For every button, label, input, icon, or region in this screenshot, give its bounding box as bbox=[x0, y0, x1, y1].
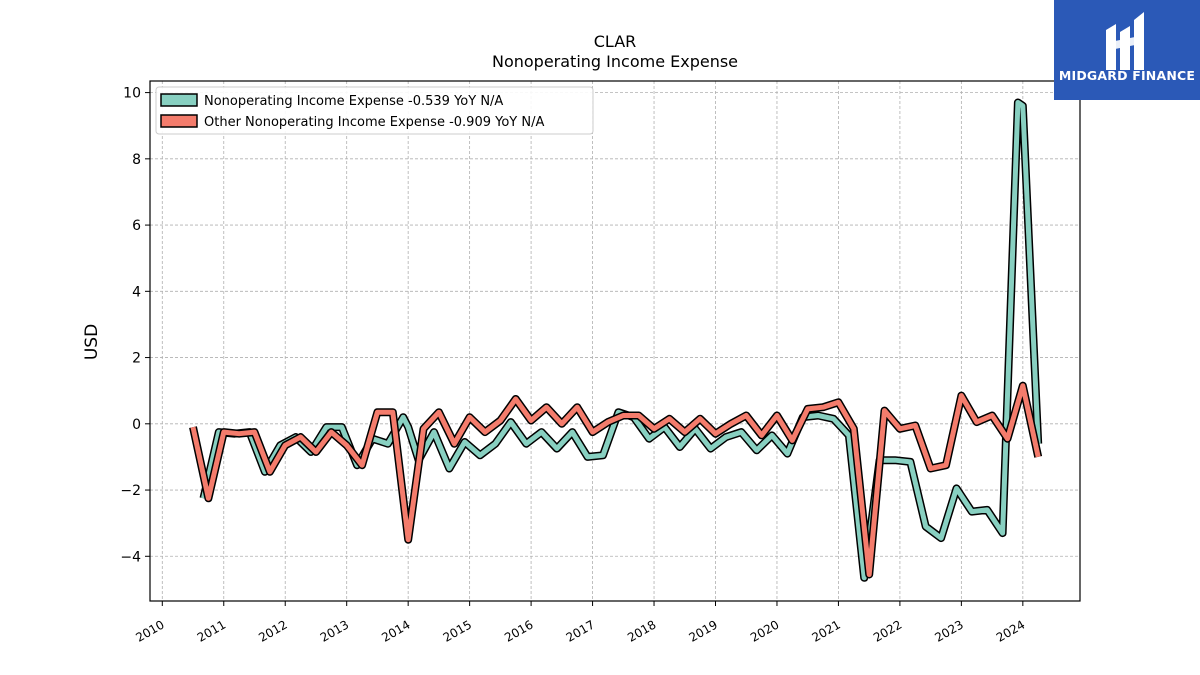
legend-swatch-nonoperating bbox=[160, 93, 198, 107]
series-line bbox=[201, 100, 1041, 581]
x-tick-label: 2010 bbox=[133, 617, 166, 644]
y-tick-label: −2 bbox=[120, 483, 141, 499]
x-tick-label: 2022 bbox=[871, 617, 904, 644]
series-line-outline bbox=[199, 98, 1043, 582]
legend-box bbox=[155, 86, 594, 135]
x-tick-label: 2016 bbox=[502, 617, 535, 644]
chart-subtitle: Nonoperating Income Expense bbox=[492, 52, 738, 71]
plot-frame bbox=[149, 80, 1081, 602]
series-line bbox=[190, 383, 1041, 577]
y-tick-label: 6 bbox=[132, 218, 141, 234]
y-tick-label: 4 bbox=[132, 284, 141, 300]
x-tick-label: 2011 bbox=[195, 617, 228, 644]
x-tick-label: 2024 bbox=[994, 617, 1027, 644]
midgard-finance-logo: MIDGARD FINANCE bbox=[1054, 0, 1200, 100]
legend-swatch-other-nonoperating bbox=[160, 114, 198, 128]
y-tick-label: 8 bbox=[132, 152, 141, 168]
y-tick-label: 2 bbox=[132, 351, 141, 367]
grid bbox=[150, 81, 1080, 601]
legend: Nonoperating Income Expense -0.539 YoY N… bbox=[155, 86, 594, 135]
x-tick-label: 2020 bbox=[748, 617, 781, 644]
series-lines bbox=[189, 98, 1043, 582]
axis-ticks: −4 −2 0 2 4 6 8 10 2010 2011 2012 2013 2014 2015 2016 2… bbox=[120, 86, 1027, 645]
x-tick-label: 2013 bbox=[318, 617, 351, 644]
y-axis-label: USD bbox=[82, 324, 102, 360]
series-1 bbox=[189, 381, 1043, 579]
x-tick-label: 2021 bbox=[809, 617, 842, 644]
x-tick-label: 2012 bbox=[256, 617, 289, 644]
logo-mark-icon bbox=[1106, 12, 1144, 70]
y-tick-label: −4 bbox=[120, 549, 141, 565]
chart-title: CLAR bbox=[594, 32, 637, 51]
x-tick-label: 2014 bbox=[379, 617, 412, 644]
x-tick-label: 2017 bbox=[564, 617, 597, 644]
series-0 bbox=[199, 98, 1043, 582]
x-tick-label: 2015 bbox=[441, 617, 474, 644]
legend-label-other-nonoperating: Other Nonoperating Income Expense -0.909… bbox=[204, 115, 544, 130]
x-tick-label: 2023 bbox=[932, 617, 965, 644]
logo-text: MIDGARD FINANCE bbox=[1059, 68, 1195, 83]
y-tick-label: 10 bbox=[123, 86, 141, 102]
y-tick-label: 0 bbox=[132, 417, 141, 433]
legend-label-nonoperating: Nonoperating Income Expense -0.539 YoY N… bbox=[204, 94, 503, 109]
x-tick-label: 2018 bbox=[625, 617, 658, 644]
x-tick-label: 2019 bbox=[687, 617, 720, 644]
